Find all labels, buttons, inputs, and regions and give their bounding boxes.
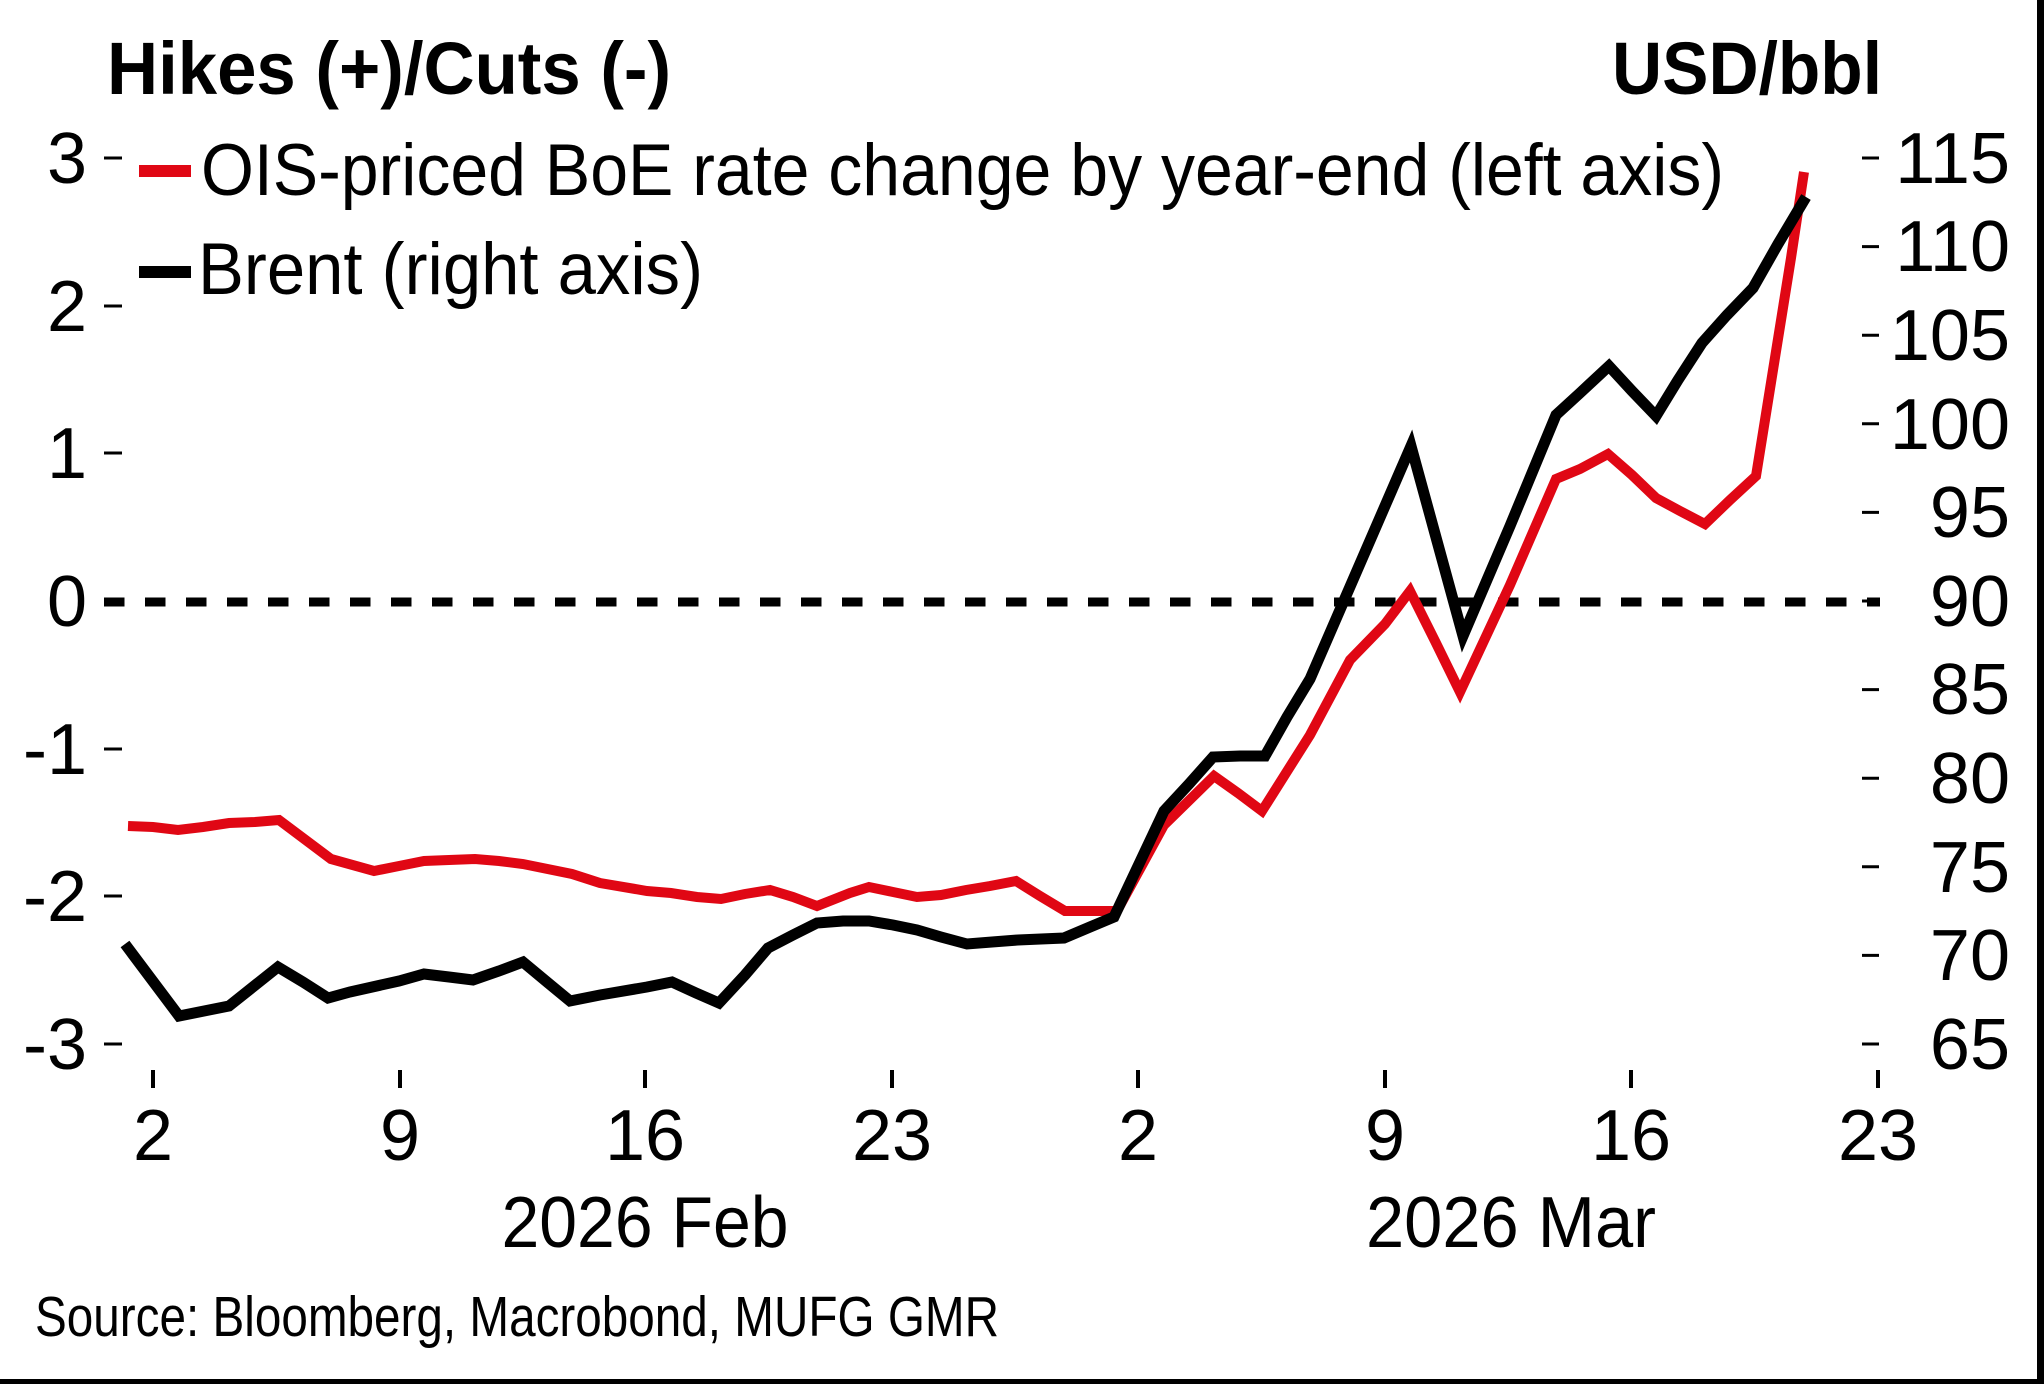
svg-text:16: 16 bbox=[605, 1096, 685, 1176]
svg-text:2: 2 bbox=[133, 1096, 173, 1176]
svg-text:-1: -1 bbox=[23, 710, 87, 790]
svg-text:9: 9 bbox=[1365, 1096, 1405, 1176]
svg-text:0: 0 bbox=[47, 562, 87, 642]
svg-text:65: 65 bbox=[1930, 1005, 2010, 1085]
svg-text:-2: -2 bbox=[23, 857, 87, 937]
svg-text:115: 115 bbox=[1895, 119, 2010, 199]
svg-text:23: 23 bbox=[1838, 1096, 1918, 1176]
svg-text:-3: -3 bbox=[23, 1005, 87, 1085]
svg-text:Brent (right axis): Brent (right axis) bbox=[198, 229, 703, 310]
svg-text:2026 Mar: 2026 Mar bbox=[1366, 1183, 1656, 1263]
svg-text:90: 90 bbox=[1930, 562, 2010, 642]
svg-text:USD/bbl: USD/bbl bbox=[1612, 27, 1882, 110]
svg-text:2: 2 bbox=[47, 267, 87, 347]
svg-text:2: 2 bbox=[1118, 1096, 1158, 1176]
svg-text:80: 80 bbox=[1930, 739, 2010, 819]
svg-text:70: 70 bbox=[1930, 916, 2010, 996]
svg-text:95: 95 bbox=[1930, 473, 2010, 553]
svg-text:9: 9 bbox=[380, 1096, 420, 1176]
svg-text:OIS-priced BoE rate change by: OIS-priced BoE rate change by year-end (… bbox=[201, 130, 1724, 211]
svg-text:Source: Bloomberg, Macrobond,: Source: Bloomberg, Macrobond, MUFG GMR bbox=[35, 1285, 999, 1349]
svg-text:100: 100 bbox=[1890, 385, 2010, 465]
svg-text:23: 23 bbox=[852, 1096, 932, 1176]
svg-text:75: 75 bbox=[1930, 828, 2010, 908]
svg-text:85: 85 bbox=[1930, 650, 2010, 730]
svg-text:110: 110 bbox=[1895, 207, 2010, 287]
svg-text:Hikes (+)/Cuts (-): Hikes (+)/Cuts (-) bbox=[107, 27, 671, 110]
svg-text:2026 Feb: 2026 Feb bbox=[502, 1183, 789, 1263]
svg-text:3: 3 bbox=[47, 119, 87, 199]
svg-text:1: 1 bbox=[47, 414, 87, 494]
svg-text:16: 16 bbox=[1591, 1096, 1671, 1176]
svg-text:105: 105 bbox=[1890, 296, 2010, 376]
